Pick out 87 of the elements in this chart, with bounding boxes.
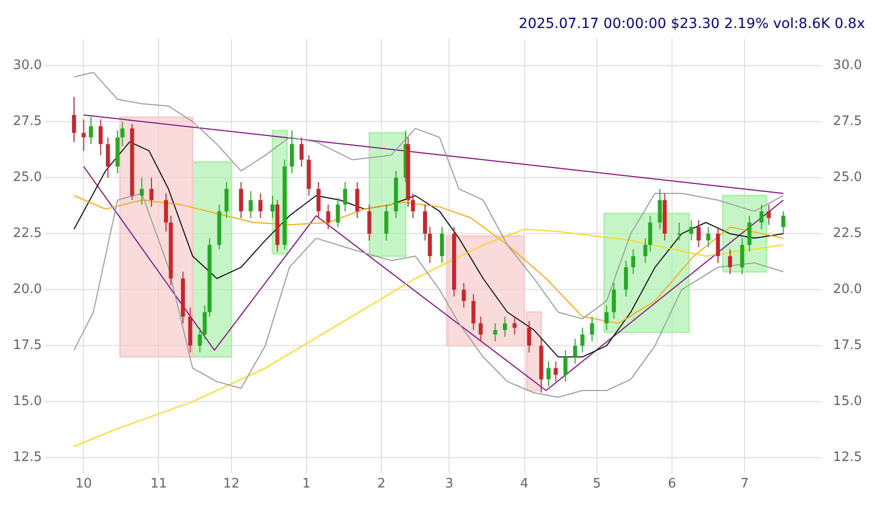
candlestick <box>462 282 466 308</box>
candlestick <box>631 248 636 275</box>
candlestick <box>648 215 652 252</box>
candlestick <box>527 320 532 353</box>
candlestick <box>120 121 124 147</box>
candlestick <box>440 226 444 264</box>
candlestick <box>658 188 662 230</box>
candlestick <box>149 177 154 208</box>
candlestick <box>643 238 648 264</box>
candlestick <box>410 192 415 219</box>
candlestick <box>471 294 476 331</box>
chart-title: 2025.07.17 00:00:00 $23.30 2.19% vol:8.6K 0.8x <box>518 16 865 32</box>
candlestick <box>580 327 584 353</box>
y-tick-label: 15.0 <box>12 394 42 410</box>
candlestick <box>706 226 710 248</box>
candlestick <box>612 282 616 320</box>
candlestick <box>781 210 786 234</box>
x-tick-label: 6 <box>668 476 676 492</box>
y-tick-label: 25.0 <box>12 170 42 186</box>
candlestick <box>512 316 517 336</box>
y-tick-label: 17.5 <box>12 338 42 354</box>
candlestick <box>423 204 428 241</box>
x-tick-label: 10 <box>75 476 92 492</box>
candlestick <box>696 220 701 248</box>
x-tick-label: 2 <box>377 476 386 492</box>
candlestick <box>355 182 360 219</box>
candlestick <box>316 182 321 219</box>
x-tick-label: 4 <box>520 476 528 492</box>
y-tick-label: 30.0 <box>12 58 42 74</box>
x-tick-label: 11 <box>150 476 167 492</box>
y2-tick-label: 22.5 <box>833 226 862 242</box>
candlestick <box>740 238 744 275</box>
x-tick-label: 7 <box>740 476 749 492</box>
x-tick-label: 1 <box>302 476 311 492</box>
candlestick <box>554 360 558 382</box>
y-tick-label: 12.5 <box>12 450 42 466</box>
candlestick <box>590 316 594 342</box>
candlestick <box>198 327 202 353</box>
candlestick <box>88 116 93 145</box>
candlestick <box>546 360 550 387</box>
candlestick <box>493 322 498 342</box>
y-tick-label: 22.5 <box>12 226 42 242</box>
candlestick <box>747 215 752 252</box>
y-tick-label: 20.0 <box>12 282 42 298</box>
x-tick-label: 12 <box>223 476 240 492</box>
y2-tick-label: 17.5 <box>833 338 862 354</box>
candlestick <box>290 130 294 174</box>
candlestick <box>258 192 262 219</box>
candlestick <box>224 182 229 219</box>
candlestick <box>624 260 628 297</box>
y2-tick-label: 15.0 <box>833 394 862 410</box>
candlestick <box>336 197 340 228</box>
candlestick <box>270 195 275 219</box>
candlestick <box>502 316 507 338</box>
candlestick <box>248 190 253 219</box>
candlestick <box>716 226 720 264</box>
candlestick <box>140 177 144 206</box>
candlestick <box>573 338 578 364</box>
candlestick <box>343 182 348 212</box>
candlestick <box>82 118 86 152</box>
candlestick <box>202 304 207 340</box>
candlestick <box>604 304 609 331</box>
candlestick <box>72 96 76 142</box>
candlestick <box>239 182 244 219</box>
candlestick <box>300 136 304 167</box>
candlestick <box>326 204 330 230</box>
candlestick <box>428 226 432 264</box>
y2-tick-label: 12.5 <box>833 450 862 466</box>
candlestick <box>760 204 764 230</box>
x-tick-label: 3 <box>445 476 454 492</box>
candlestick <box>164 192 168 232</box>
candlestick <box>563 350 568 382</box>
candlestick <box>677 222 682 241</box>
candlestick <box>766 204 771 226</box>
y2-tick-label: 30.0 <box>833 58 862 74</box>
candlestick <box>689 220 694 241</box>
y2-tick-label: 20.0 <box>833 282 862 298</box>
candlestick <box>478 316 483 342</box>
candlestick <box>367 204 372 241</box>
candlestick <box>728 248 732 275</box>
y-tick-label: 27.5 <box>12 114 42 130</box>
candlestick <box>98 118 103 156</box>
x-tick-label: 5 <box>592 476 602 492</box>
y2-tick-label: 27.5 <box>833 114 862 130</box>
candlestick <box>384 204 388 241</box>
candlestick <box>106 136 110 178</box>
y2-tick-label: 25.0 <box>833 170 862 186</box>
